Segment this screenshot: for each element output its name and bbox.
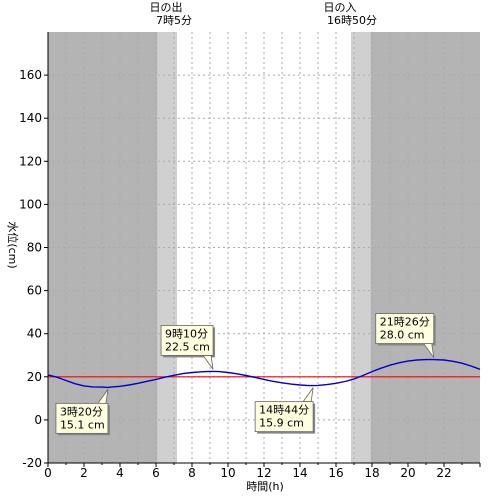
x-axis-label: 時間(h) [246, 480, 284, 493]
series-layer [47, 358, 481, 389]
callout-value: 28.0 cm [380, 329, 425, 342]
y-tick-label: -20 [22, 456, 42, 470]
grid [48, 32, 480, 463]
callout-value: 15.9 cm [259, 417, 304, 430]
y-tick-label: 60 [27, 284, 42, 298]
x-tick-label: 4 [116, 466, 124, 480]
sunrise-label: 日の出 7時5分 [150, 0, 193, 27]
x-tick-label: 2 [80, 466, 88, 480]
y-tick-label: 160 [19, 68, 42, 82]
x-tick-label: 12 [256, 466, 271, 480]
x-tick-label: 6 [152, 466, 160, 480]
y-tick-label: 120 [19, 154, 42, 168]
x-tick-label: 8 [188, 466, 196, 480]
sunset-time: 16時50分 [327, 14, 377, 27]
y-axis-label: 水位(cm) [6, 221, 20, 268]
sunrise-title: 日の出 [150, 0, 183, 14]
x-tick-label: 20 [400, 466, 415, 480]
evening-twilight-region [350, 32, 371, 463]
callout-box [254, 401, 314, 433]
callout-box [160, 325, 214, 356]
sunset-title: 日の入 [324, 1, 357, 14]
y-tick-label: 80 [27, 241, 42, 255]
tide-series-line [47, 358, 481, 389]
y-tick-label: 0 [34, 413, 42, 427]
x-tick-label: 16 [328, 466, 343, 480]
y-tick-label: 100 [19, 197, 42, 211]
x-tick-label: 18 [364, 466, 379, 480]
callout-value: 15.1 cm [60, 418, 105, 431]
callout-box [55, 402, 109, 434]
y-tick-label: 140 [19, 111, 42, 125]
x-tick-label: 0 [44, 466, 52, 480]
x-tick-label: 14 [292, 466, 307, 480]
y-tick-label: 20 [27, 370, 42, 384]
axes: 0 2 4 6 8 10 12 14 16 18 20 22-20020406080100120140… [19, 32, 481, 480]
y-tick-label: 40 [27, 327, 42, 341]
callout-time: 3時20分 [60, 405, 103, 418]
callout-time: 9時10分 [165, 327, 208, 340]
callout-box [375, 313, 435, 344]
callout-value: 22.5 cm [165, 340, 210, 353]
callout-time: 21時26分 [380, 316, 430, 329]
sunset-label: 日の入 16時50分 [324, 1, 378, 27]
x-tick-label: 10 [220, 466, 235, 480]
callout-time: 14時44分 [259, 404, 309, 417]
x-tick-label: 22 [436, 466, 451, 480]
sunrise-time: 7時5分 [156, 14, 192, 27]
